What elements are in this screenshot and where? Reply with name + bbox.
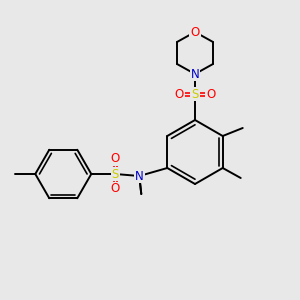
Text: O: O	[190, 26, 200, 38]
Text: O: O	[111, 152, 120, 166]
Text: S: S	[112, 167, 119, 181]
Text: N: N	[190, 68, 200, 80]
Text: O: O	[174, 88, 184, 100]
Text: S: S	[191, 88, 199, 100]
Text: O: O	[206, 88, 216, 100]
Text: O: O	[111, 182, 120, 196]
Text: N: N	[135, 169, 144, 182]
